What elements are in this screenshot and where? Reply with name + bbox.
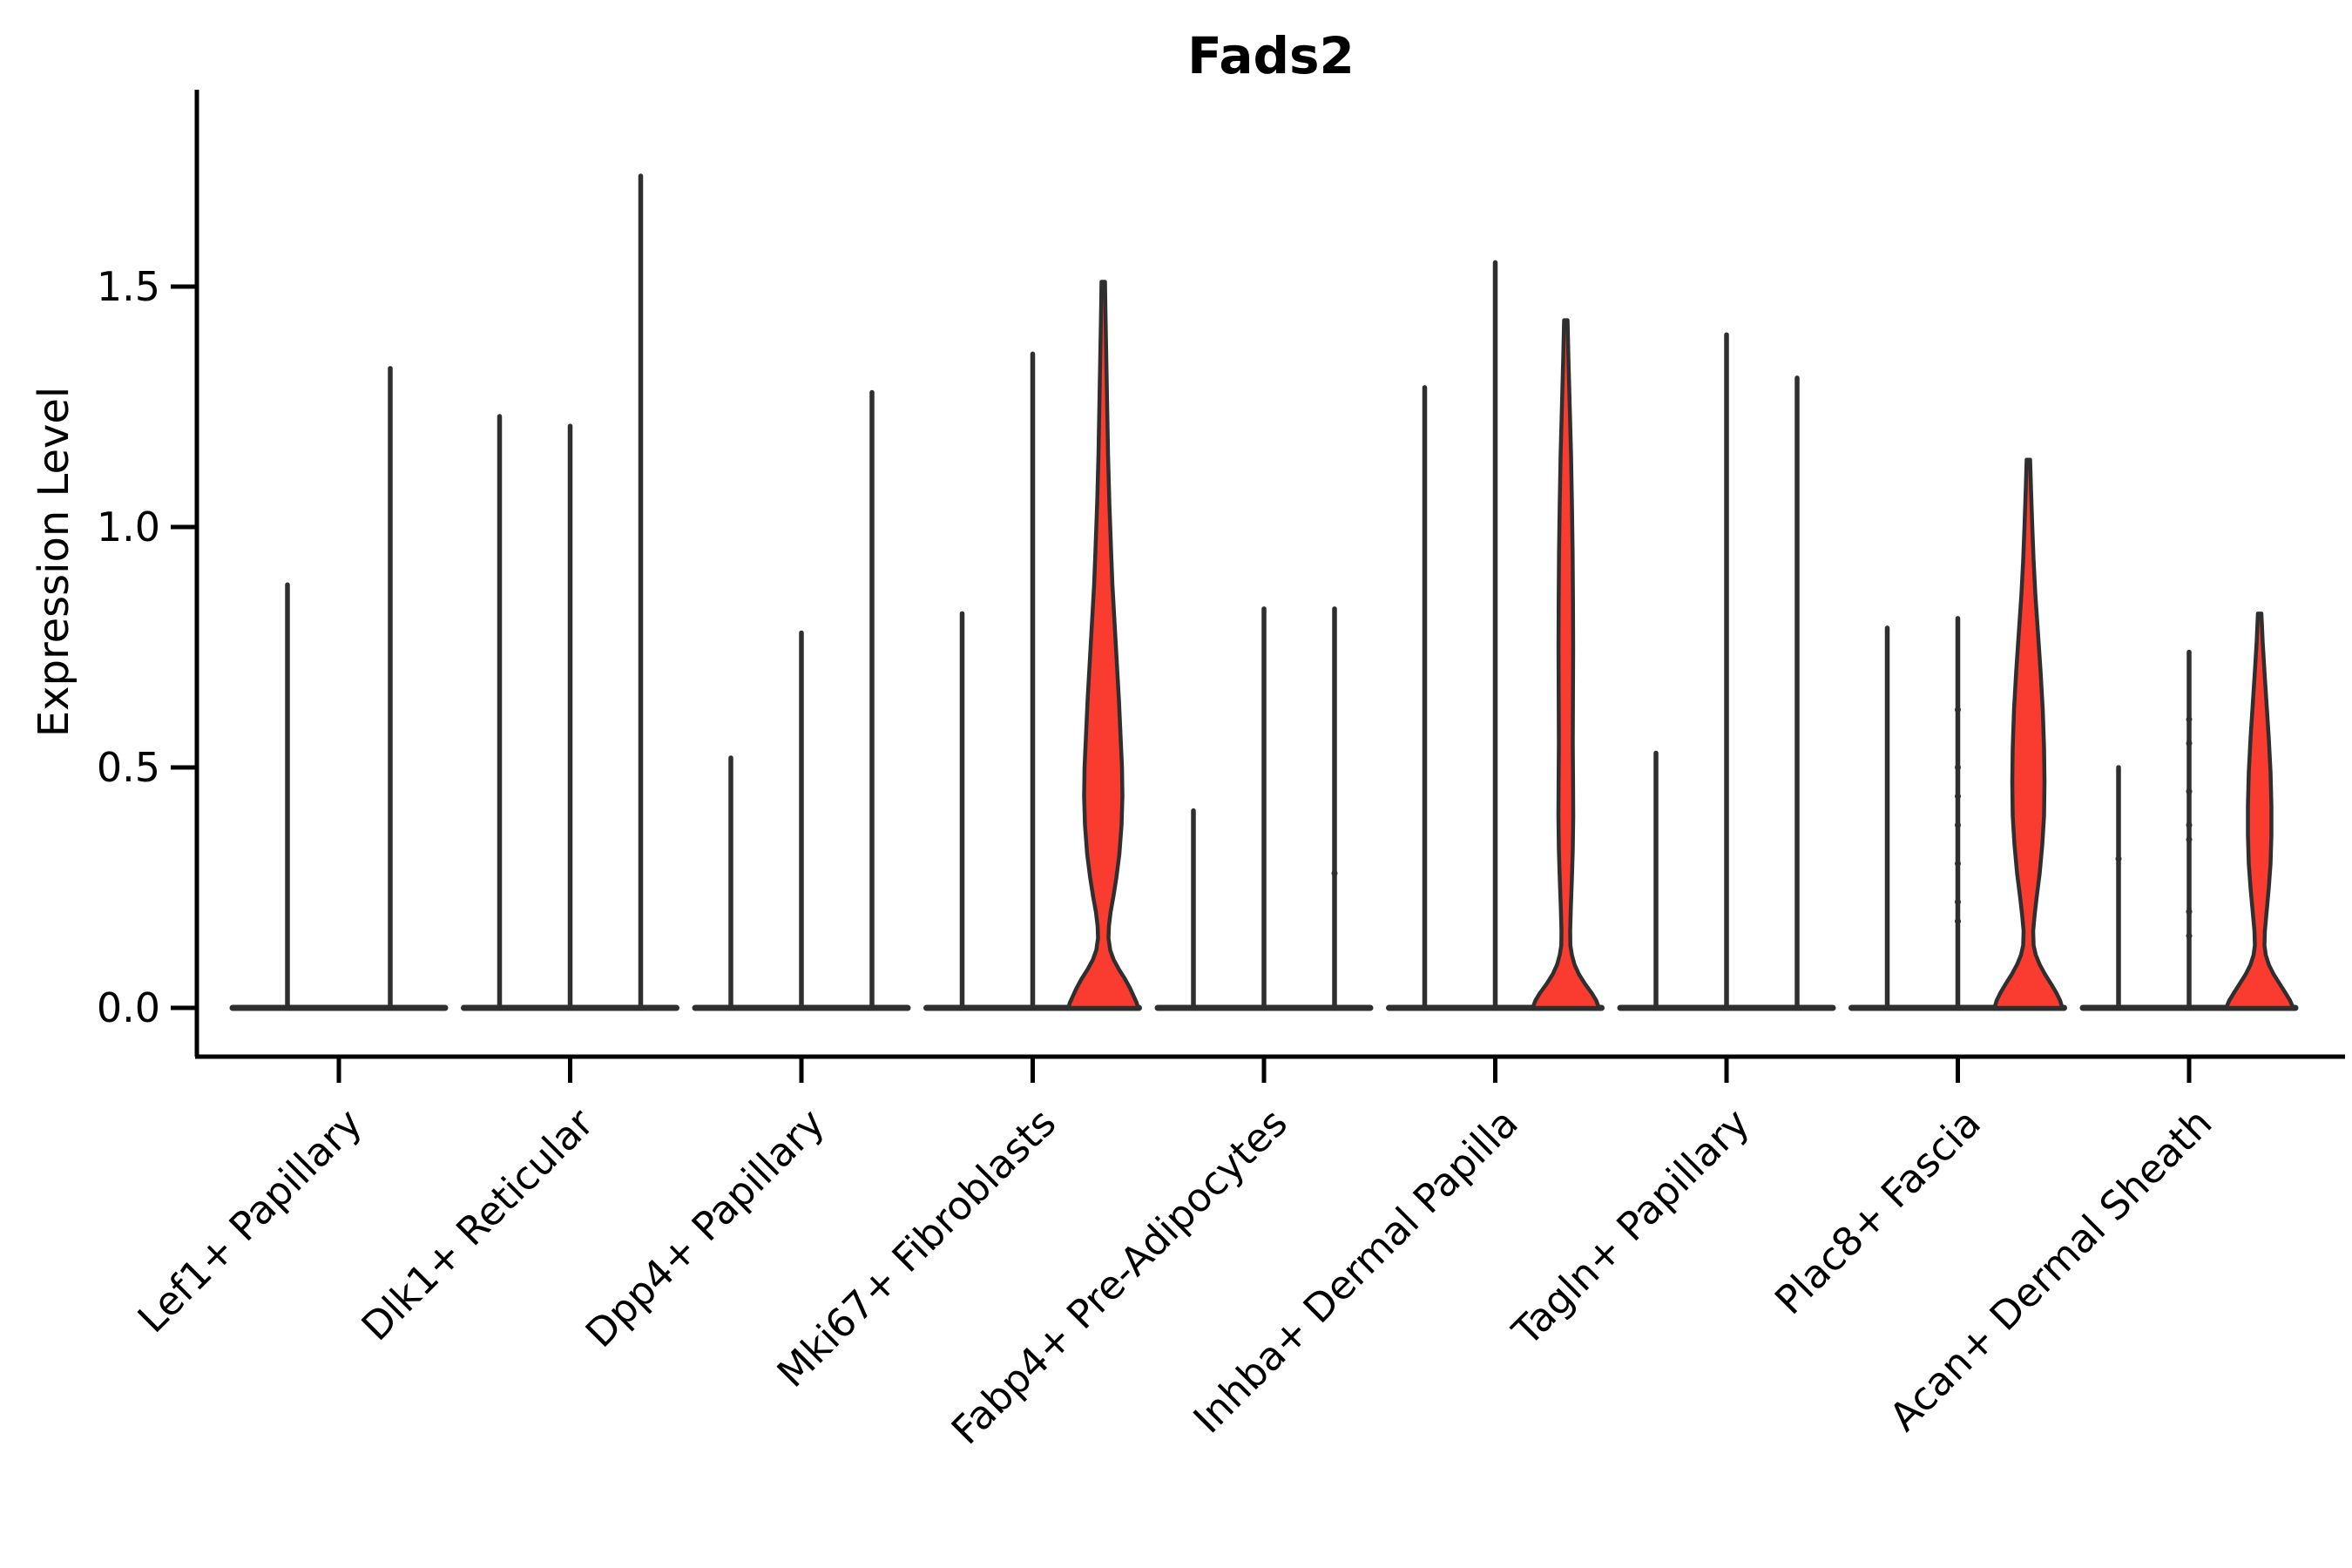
y-tick-label: 0.5 <box>96 744 160 791</box>
cell-point <box>2186 932 2193 939</box>
cell-point <box>1955 918 1961 925</box>
violin-group <box>229 366 449 1011</box>
violin-group <box>461 173 679 1011</box>
cell-point <box>1331 869 1338 876</box>
violin-group <box>923 280 1142 1011</box>
violin-group <box>1386 260 1605 1011</box>
y-axis-label: Expression Level <box>30 386 78 738</box>
cell-point <box>1955 764 1961 771</box>
cell-point <box>2186 716 2193 723</box>
cell-point <box>1955 860 1961 867</box>
violin-group <box>1154 606 1374 1011</box>
red-violin <box>1531 318 1601 1010</box>
y-tick-label: 1.0 <box>96 504 160 551</box>
cell-point <box>1955 899 1961 906</box>
violin-group <box>1848 457 2067 1011</box>
cell-point <box>2186 909 2193 916</box>
violin-group <box>692 389 911 1011</box>
cell-point <box>2186 740 2193 747</box>
red-violin <box>1066 280 1140 1010</box>
violin-group <box>2079 612 2299 1011</box>
violin-group <box>1617 332 1836 1011</box>
cell-point <box>2186 836 2193 843</box>
cell-point <box>2186 788 2193 795</box>
cell-point <box>2186 821 2193 828</box>
y-tick-label: 0.0 <box>96 984 160 1031</box>
y-tick-label: 1.5 <box>96 263 160 310</box>
cell-point <box>1955 793 1961 800</box>
cell-point <box>1955 821 1961 828</box>
red-violin <box>1992 457 2065 1010</box>
red-violin <box>2224 612 2295 1010</box>
cell-point <box>2115 855 2122 862</box>
cell-point <box>1955 706 1961 713</box>
chart-title: Fads2 <box>1187 26 1355 85</box>
